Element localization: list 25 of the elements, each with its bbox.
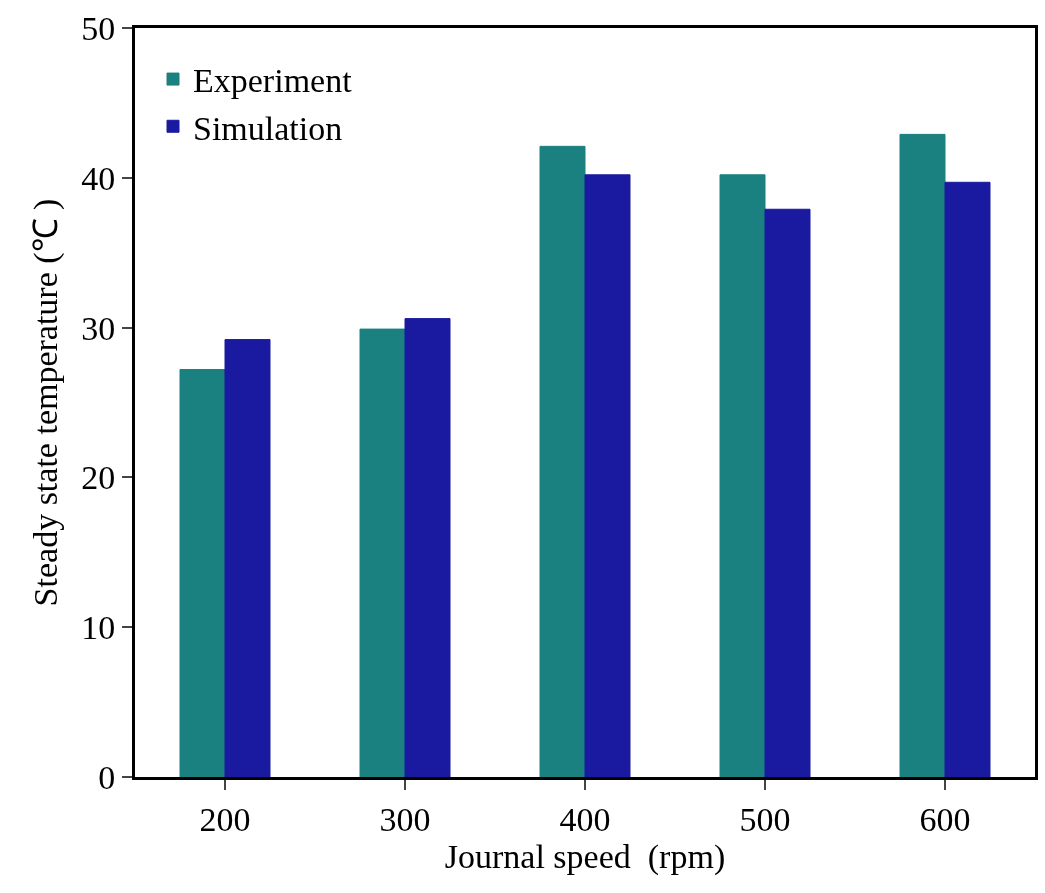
y-tick-label: 10 xyxy=(81,609,116,647)
legend-label: Simulation xyxy=(193,109,343,147)
bar xyxy=(764,208,811,777)
y-tick-label: 40 xyxy=(81,159,116,197)
y-tick-label: 30 xyxy=(81,309,116,347)
bar xyxy=(944,181,991,777)
bar xyxy=(224,339,271,777)
x-tick-label: 600 xyxy=(919,800,971,838)
legend-label: Experiment xyxy=(193,62,353,100)
bar xyxy=(899,133,946,777)
y-axis-title: Steady state temperature (℃ ) xyxy=(26,198,65,607)
bar xyxy=(584,174,631,777)
bar xyxy=(404,318,451,777)
x-tick-label: 400 xyxy=(559,800,611,838)
x-axis-title: Journal speed (rpm) xyxy=(444,838,726,877)
y-tick-label: 0 xyxy=(98,758,116,796)
x-tick-label: 300 xyxy=(379,800,431,838)
bar xyxy=(359,328,406,777)
bar xyxy=(719,174,766,777)
bar xyxy=(539,145,586,777)
bar xyxy=(179,369,226,777)
y-tick-label: 50 xyxy=(81,9,116,47)
x-tick-label: 200 xyxy=(199,800,251,838)
x-tick-label: 500 xyxy=(739,800,791,838)
y-tick-label: 20 xyxy=(81,459,116,497)
